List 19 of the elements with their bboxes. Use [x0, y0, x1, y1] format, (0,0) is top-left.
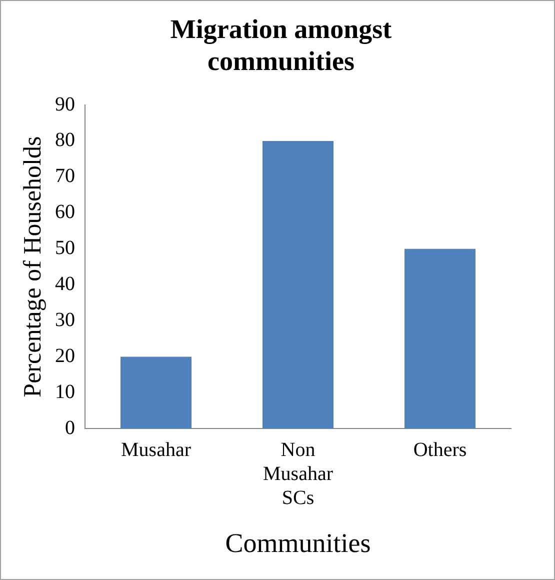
bar [120, 356, 192, 429]
y-tick-label: 70 [55, 165, 75, 188]
x-tick-label: Musahar [121, 438, 192, 461]
y-tick-label: 10 [55, 380, 75, 403]
y-tick-label: 90 [55, 93, 75, 116]
chart-title: Migration amongst communities [169, 13, 393, 77]
y-tick-label: 40 [55, 273, 75, 296]
y-axis-title: Percentage of Households [20, 136, 47, 398]
y-tick-label: 20 [55, 344, 75, 367]
y-tick-label: 50 [55, 237, 75, 260]
y-tick-label: 0 [65, 416, 75, 439]
x-axis-title: Communities [225, 528, 371, 558]
y-tick-label: 30 [55, 308, 75, 331]
y-tick-label: 60 [55, 201, 75, 224]
x-tick-label: Non Musahar SCs [263, 438, 334, 509]
bar [404, 248, 476, 429]
x-tick-label: Others [413, 438, 467, 461]
bar [262, 140, 334, 429]
y-tick-label: 80 [55, 129, 75, 152]
